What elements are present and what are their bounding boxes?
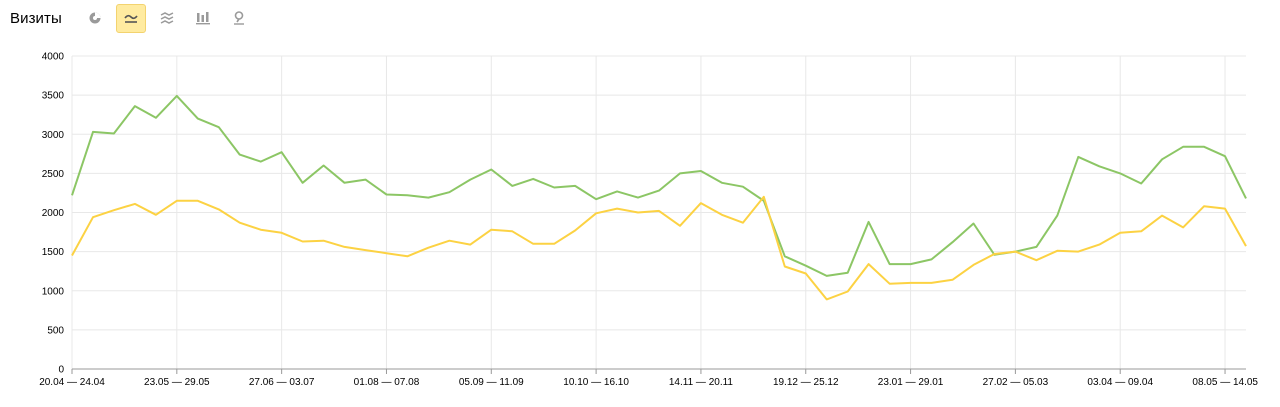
series-line-yellow [71, 195, 1247, 301]
y-tick-label: 3500 [42, 91, 65, 102]
series-line-green [71, 94, 1247, 277]
pie-chart-button[interactable] [80, 4, 110, 33]
x-tick-label: 19.12 — 25.12 [773, 377, 839, 388]
x-tick-label: 27.02 — 05.03 [983, 377, 1049, 388]
x-tick-label: 23.01 — 29.01 [878, 377, 944, 388]
x-tick-label: 03.04 — 09.04 [1087, 377, 1153, 388]
line-chart-button[interactable] [115, 3, 146, 33]
map-pin-icon [233, 11, 244, 25]
area-chart-button[interactable] [152, 4, 182, 33]
chart-toolbar: Визиты [10, 3, 260, 33]
chart-title: Визиты [10, 9, 62, 27]
y-tick-label: 1500 [42, 247, 65, 258]
bar-chart-button[interactable] [188, 4, 218, 33]
y-tick-label: 2000 [42, 208, 65, 219]
x-tick-label: 05.09 — 11.09 [459, 377, 524, 388]
line-chart-icon [124, 14, 138, 23]
y-tick-label: 3000 [42, 130, 65, 141]
y-tick-label: 500 [47, 325, 64, 336]
pie-chart-icon [89, 12, 101, 24]
x-tick-label: 14.11 — 20.11 [669, 377, 734, 388]
x-tick-label: 20.04 — 24.04 [39, 377, 105, 388]
visits-line-chart: 0 500 1000 1500 2000 2500 3000 3500 4000 20.04 — … [39, 52, 1258, 389]
x-tick-label: 23.05 — 29.05 [144, 377, 210, 388]
x-tick-label: 08.05 — 14.05 [1192, 377, 1258, 388]
y-tick-label: 2500 [42, 169, 65, 180]
y-tick-label: 4000 [42, 52, 65, 63]
area-chart-icon [160, 12, 174, 24]
x-tick-label: 27.06 — 03.07 [249, 377, 315, 388]
x-tick-label: 01.08 — 07.08 [354, 377, 420, 388]
y-tick-label: 0 [58, 365, 64, 376]
map-button[interactable] [224, 4, 254, 33]
bar-chart-icon [195, 12, 210, 25]
y-tick-label: 1000 [42, 286, 65, 297]
x-tick-label: 10.10 — 16.10 [563, 377, 629, 388]
